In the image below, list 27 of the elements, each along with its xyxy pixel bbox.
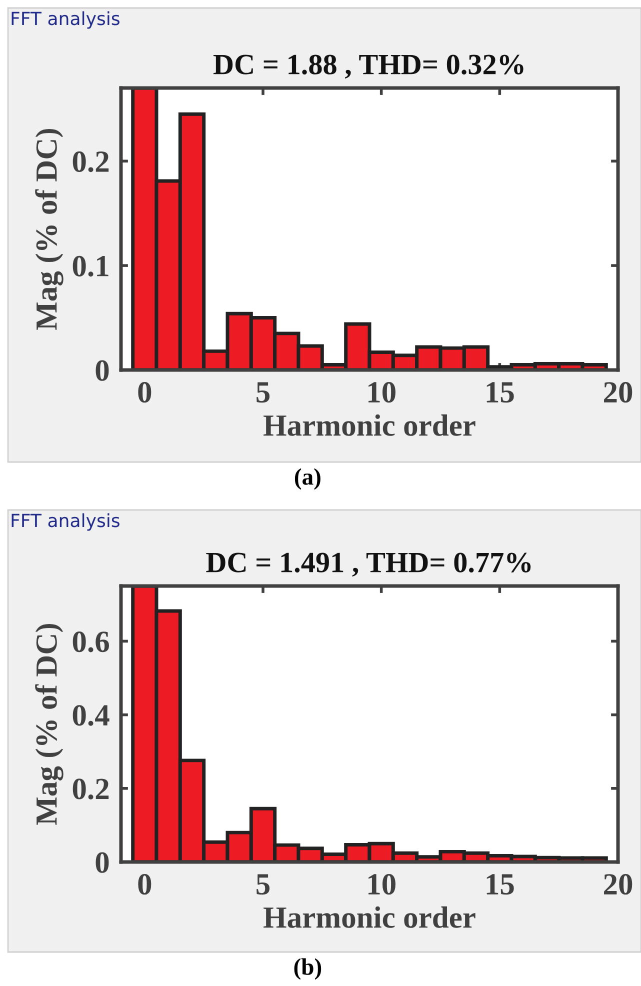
x-tick-label: 10 [368,874,396,895]
chart-title: DC = 1.88 , THD= 0.32% [213,54,524,79]
x-tick-label: 15 [486,382,514,403]
x-axis-title: Harmonic order [264,906,476,928]
y-axis-title: Mag (% of DC) [35,128,64,330]
text: (a) [294,468,320,490]
x-tick-label: 20 [604,382,632,403]
x-tick-label: 5 [256,382,270,403]
y-tick-label: 0.2 [72,778,109,800]
text: FFT analysis [12,513,120,531]
y-axis-title: Mag (% of DC) [35,624,64,825]
x-tick-label: 0 [138,874,152,895]
x-tick-label: 5 [256,874,270,895]
x-tick-label: 15 [486,874,514,895]
text: FFT analysis [12,11,120,29]
x-tick-label: 10 [368,382,396,403]
chart-title: DC = 1.491 , THD= 0.77% [206,552,531,577]
y-tick-label: 0 [96,360,109,381]
y-tick-label: 0 [96,852,109,873]
x-tick-label: 0 [138,382,152,403]
y-tick-label: 0.1 [72,256,108,277]
y-tick-label: 0.6 [72,631,109,652]
x-tick-label: 20 [604,874,632,895]
text: (b) [294,958,322,980]
y-tick-label: 0.2 [72,151,109,172]
x-axis-title: Harmonic order [264,414,476,436]
y-tick-label: 0.4 [72,705,110,726]
